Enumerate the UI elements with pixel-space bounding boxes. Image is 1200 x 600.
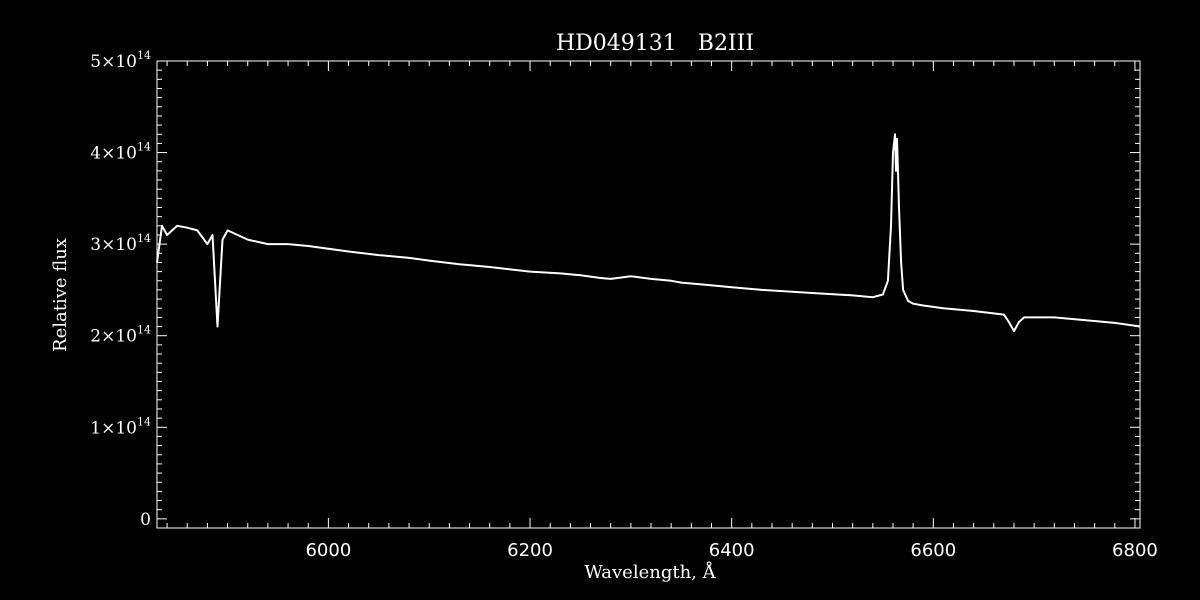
plot-frame <box>156 60 1141 529</box>
y-axis: 0 1×1014 2×1014 3×1014 4×1014 5×1014 <box>90 49 1140 530</box>
x-axis-label: Wavelength, Å <box>584 561 716 583</box>
y-tick-label: 4×1014 <box>90 141 151 164</box>
y-tick-label: 2×1014 <box>90 324 151 347</box>
spectrum-line <box>156 133 1141 333</box>
y-axis-label: Relative flux <box>50 238 71 352</box>
x-axis: 6000 6200 6400 6600 6800 <box>166 61 1158 561</box>
plot-border <box>156 60 1141 529</box>
x-tick-label: 6600 <box>910 540 956 561</box>
x-tick-label: 6400 <box>709 540 755 561</box>
x-tick-label: 6000 <box>305 540 351 561</box>
chart-title: HD049131 B2III <box>556 31 754 56</box>
y-tick-label: 5×1014 <box>90 49 151 72</box>
x-tick-label: 6800 <box>1112 540 1158 561</box>
y-tick-label: 0 <box>140 510 151 530</box>
y-tick-label: 3×1014 <box>90 232 151 255</box>
series-group <box>156 133 1141 333</box>
y-tick-label: 1×1014 <box>90 415 151 438</box>
x-tick-label: 6200 <box>507 540 553 561</box>
